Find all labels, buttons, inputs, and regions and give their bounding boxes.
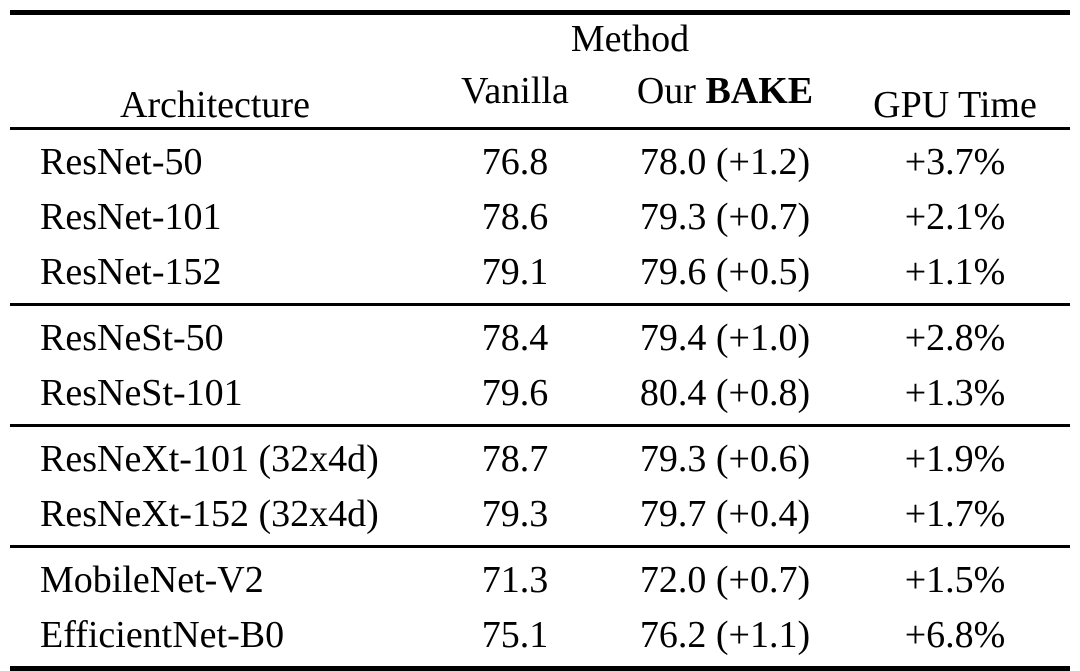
table-row: EfficientNet-B0 75.1 76.2 (+1.1) +6.8%: [10, 607, 1070, 669]
gpu-time-cell: +3.7%: [904, 140, 1006, 183]
architecture-cell: ResNet-101: [40, 195, 222, 238]
vanilla-cell: 76.8: [481, 140, 549, 183]
column-header-our-bake: Our BAKE: [610, 61, 840, 129]
table-row: ResNeXt-152 (32x4d) 79.3 79.7 (+0.4) +1.…: [10, 486, 1070, 547]
gpu-time-cell: +1.5%: [904, 558, 1006, 601]
architecture-cell: ResNeXt-101 (32x4d): [40, 437, 379, 480]
bake-cell: 80.4 (+0.8): [639, 371, 811, 414]
bake-label: BAKE: [705, 70, 814, 112]
table-row: ResNeXt-101 (32x4d) 78.7 79.3 (+0.6) +1.…: [10, 426, 1070, 487]
architecture-cell: ResNet-50: [40, 140, 203, 183]
our-label: Our: [636, 70, 706, 112]
group-resnet: ResNet-50 76.8 78.0 (+1.2) +3.7% ResNet-…: [10, 128, 1070, 305]
header-row-top: Architecture Method GPU Time: [10, 13, 1070, 126]
bake-cell: 72.0 (+0.7): [639, 558, 811, 601]
table-row: ResNet-50 76.8 78.0 (+1.2) +3.7%: [10, 129, 1070, 190]
architecture-cell: ResNet-152: [40, 250, 222, 293]
table-row: MobileNet-V2 71.3 72.0 (+0.7) +1.5%: [10, 547, 1070, 608]
group-resnext: ResNeXt-101 (32x4d) 78.7 79.3 (+0.6) +1.…: [10, 425, 1070, 547]
architecture-cell: EfficientNet-B0: [40, 613, 285, 656]
bake-cell: 76.2 (+1.1): [639, 613, 811, 656]
column-header-architecture: Architecture: [120, 84, 310, 126]
bake-cell: 79.3 (+0.7): [639, 195, 811, 238]
gpu-time-cell: +2.8%: [904, 316, 1006, 359]
header-row-sub: Vanilla Our BAKE: [10, 61, 1070, 129]
vanilla-cell: 71.3: [481, 558, 549, 601]
bake-cell: 79.3 (+0.6): [639, 437, 811, 480]
bake-cell: 79.6 (+0.5): [639, 250, 811, 293]
bake-cell: 79.7 (+0.4): [639, 492, 811, 535]
group-mobile-efficient: MobileNet-V2 71.3 72.0 (+0.7) +1.5% Effi…: [10, 546, 1070, 669]
bake-cell: 78.0 (+1.2): [639, 140, 811, 183]
column-header-vanilla: Vanilla: [461, 70, 569, 112]
vanilla-cell: 79.1: [481, 250, 549, 293]
table-row: ResNeSt-50 78.4 79.4 (+1.0) +2.8%: [10, 305, 1070, 366]
vanilla-cell: 78.4: [481, 316, 549, 359]
column-header-method: Method: [570, 18, 690, 60]
gpu-time-cell: +1.3%: [904, 371, 1006, 414]
vanilla-cell: 79.3: [481, 492, 549, 535]
gpu-time-cell: +1.9%: [904, 437, 1006, 480]
gpu-time-cell: +1.7%: [904, 492, 1006, 535]
gpu-time-cell: +6.8%: [904, 613, 1006, 656]
vanilla-cell: 75.1: [481, 613, 549, 656]
group-resnest: ResNeSt-50 78.4 79.4 (+1.0) +2.8% ResNeS…: [10, 304, 1070, 426]
vanilla-cell: 78.6: [481, 195, 549, 238]
architecture-cell: MobileNet-V2: [40, 558, 264, 601]
table-header: Architecture Method GPU Time Vanilla Our…: [10, 13, 1070, 129]
vanilla-cell: 78.7: [481, 437, 549, 480]
benchmark-results-table: Architecture Method GPU Time Vanilla Our…: [10, 10, 1070, 671]
gpu-time-cell: +1.1%: [904, 250, 1006, 293]
bake-cell: 79.4 (+1.0): [639, 316, 811, 359]
column-header-gpu-time: GPU Time: [873, 84, 1037, 126]
vanilla-cell: 79.6: [481, 371, 549, 414]
architecture-cell: ResNeSt-50: [40, 316, 224, 359]
gpu-time-cell: +2.1%: [904, 195, 1006, 238]
table-row: ResNet-101 78.6 79.3 (+0.7) +2.1%: [10, 189, 1070, 244]
table-row: ResNet-152 79.1 79.6 (+0.5) +1.1%: [10, 244, 1070, 305]
architecture-cell: ResNeSt-101: [40, 371, 243, 414]
architecture-cell: ResNeXt-152 (32x4d): [40, 492, 379, 535]
table-row: ResNeSt-101 79.6 80.4 (+0.8) +1.3%: [10, 365, 1070, 426]
